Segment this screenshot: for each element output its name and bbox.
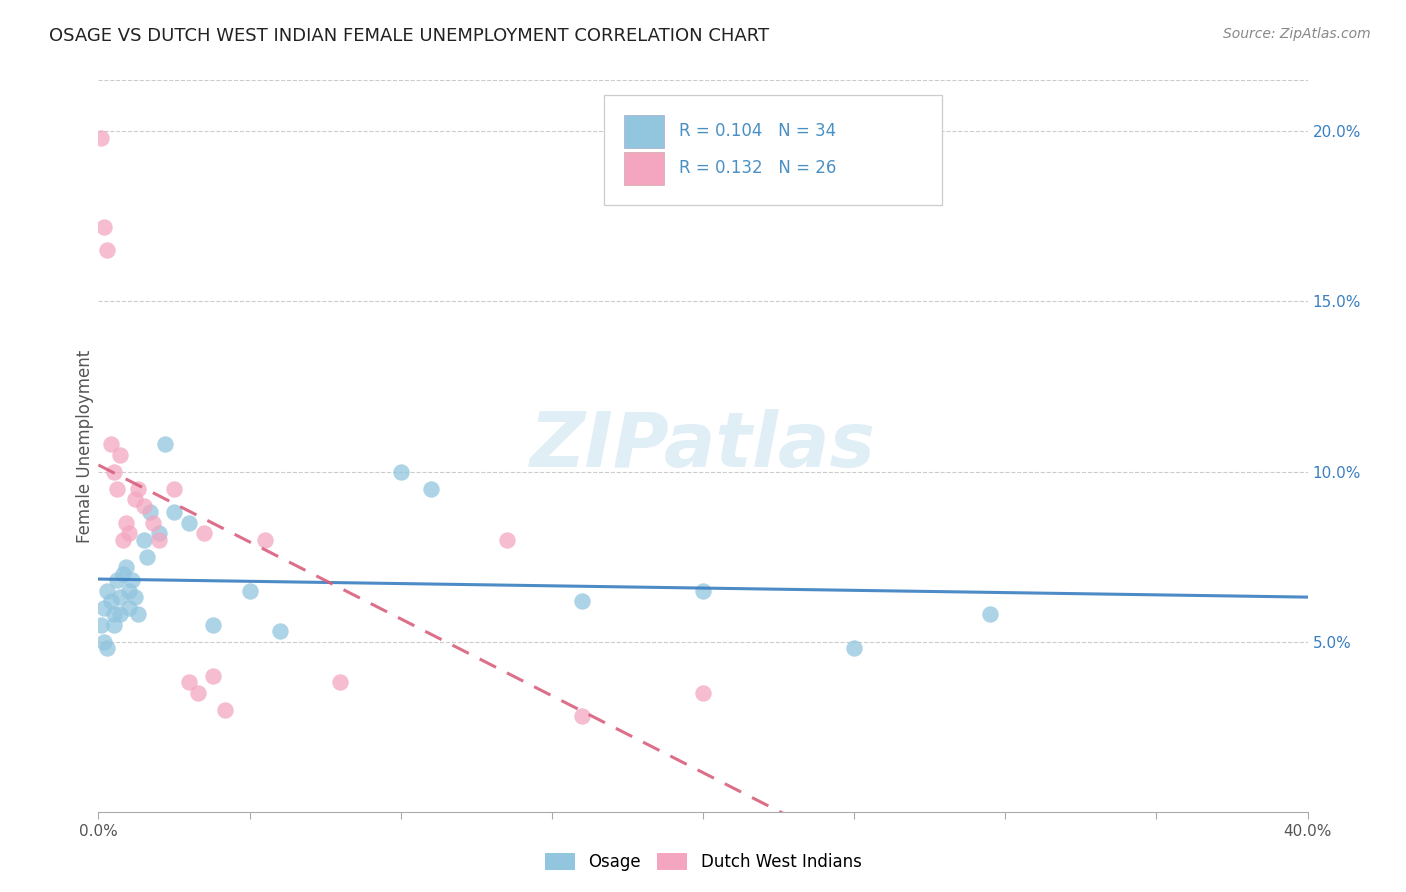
Point [495,533,517,547]
Point [148,533,170,547]
Point [420,482,443,496]
Point [142,516,165,530]
Point [692,686,714,700]
Point [114,516,136,530]
Point [118,525,141,540]
Point [132,533,155,547]
Point [105,574,128,588]
Bar [624,115,664,148]
Point [571,709,593,723]
Text: ZIPatlas: ZIPatlas [530,409,876,483]
Point [163,505,186,519]
Text: OSAGE VS DUTCH WEST INDIAN FEMALE UNEMPLOYMENT CORRELATION CHART: OSAGE VS DUTCH WEST INDIAN FEMALE UNEMPL… [49,27,769,45]
Bar [624,152,664,185]
Text: R = 0.132   N = 26: R = 0.132 N = 26 [679,159,837,177]
Point [127,482,149,496]
Point [193,525,215,540]
Point [844,641,866,656]
Point [179,675,201,690]
Point [121,574,143,588]
Point [108,607,131,622]
Legend: Osage, Dutch West Indians: Osage, Dutch West Indians [536,845,870,880]
Point [96,244,118,258]
Point [979,607,1001,622]
Point [96,583,118,598]
Point [692,583,714,598]
Point [100,594,122,608]
Point [202,617,225,632]
Y-axis label: Female Unemployment: Female Unemployment [76,350,94,542]
Point [105,482,128,496]
Point [135,549,157,564]
Point [108,448,131,462]
Point [114,559,136,574]
Point [90,131,112,145]
Point [139,505,162,519]
Point [214,703,236,717]
Point [132,499,155,513]
Point [103,607,125,622]
Point [153,437,176,451]
Point [163,482,186,496]
Text: Source: ZipAtlas.com: Source: ZipAtlas.com [1223,27,1371,41]
Point [93,219,115,234]
Point [124,491,146,506]
Point [571,594,593,608]
Point [93,600,115,615]
Point [202,668,225,682]
Point [127,607,149,622]
Point [100,437,122,451]
Point [187,686,209,700]
Text: R = 0.104   N = 34: R = 0.104 N = 34 [679,122,837,140]
Point [179,516,201,530]
Point [118,600,141,615]
Point [93,634,115,648]
Point [269,624,291,639]
Point [90,617,112,632]
Point [148,525,170,540]
Point [96,641,118,656]
Point [111,566,134,581]
Point [103,465,125,479]
Point [329,675,352,690]
Point [124,591,146,605]
Point [103,617,125,632]
Point [239,583,262,598]
Point [118,583,141,598]
FancyBboxPatch shape [603,95,942,204]
Point [389,465,412,479]
Point [111,533,134,547]
Point [253,533,276,547]
Point [108,591,131,605]
